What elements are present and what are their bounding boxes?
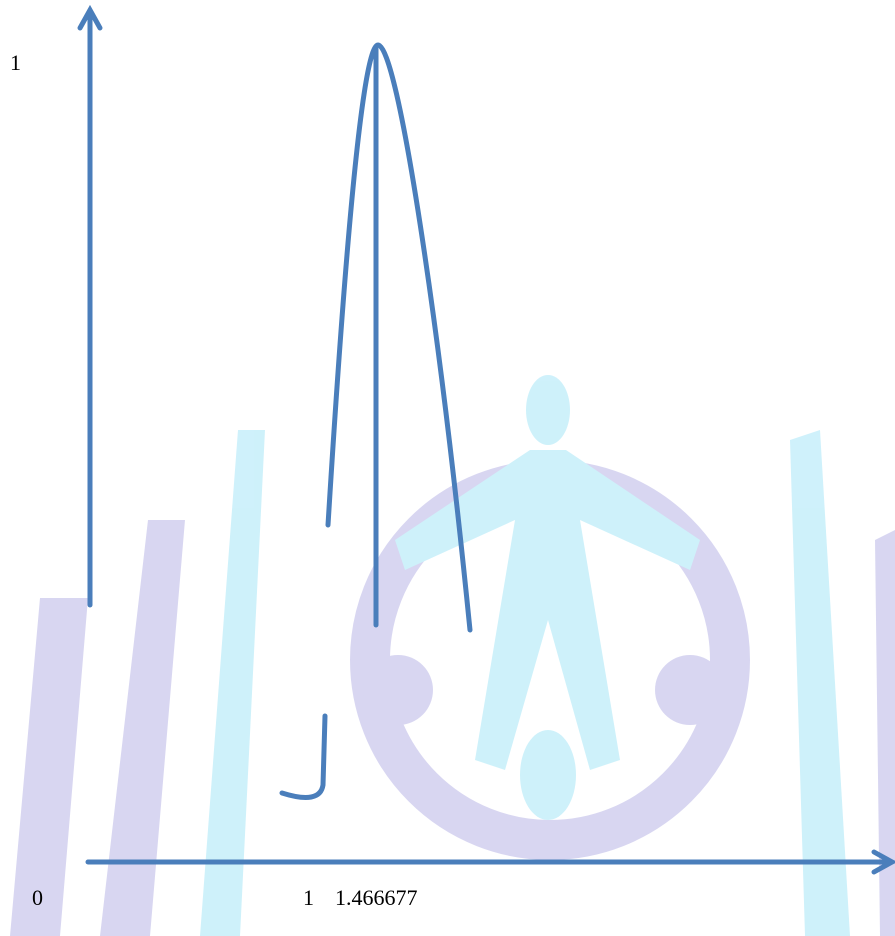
y-top-label: 1	[10, 50, 21, 75]
origin-label: 0	[32, 885, 43, 910]
peak-curve	[325, 42, 473, 633]
y-arrowhead	[77, 4, 103, 31]
x-peak-label: 1.466677	[335, 885, 418, 910]
axes	[77, 4, 895, 875]
hook-curve	[279, 713, 328, 800]
x-one-label: 1	[303, 885, 314, 910]
curves	[279, 42, 473, 800]
x-arrowhead	[871, 849, 895, 875]
watermark	[10, 375, 895, 936]
